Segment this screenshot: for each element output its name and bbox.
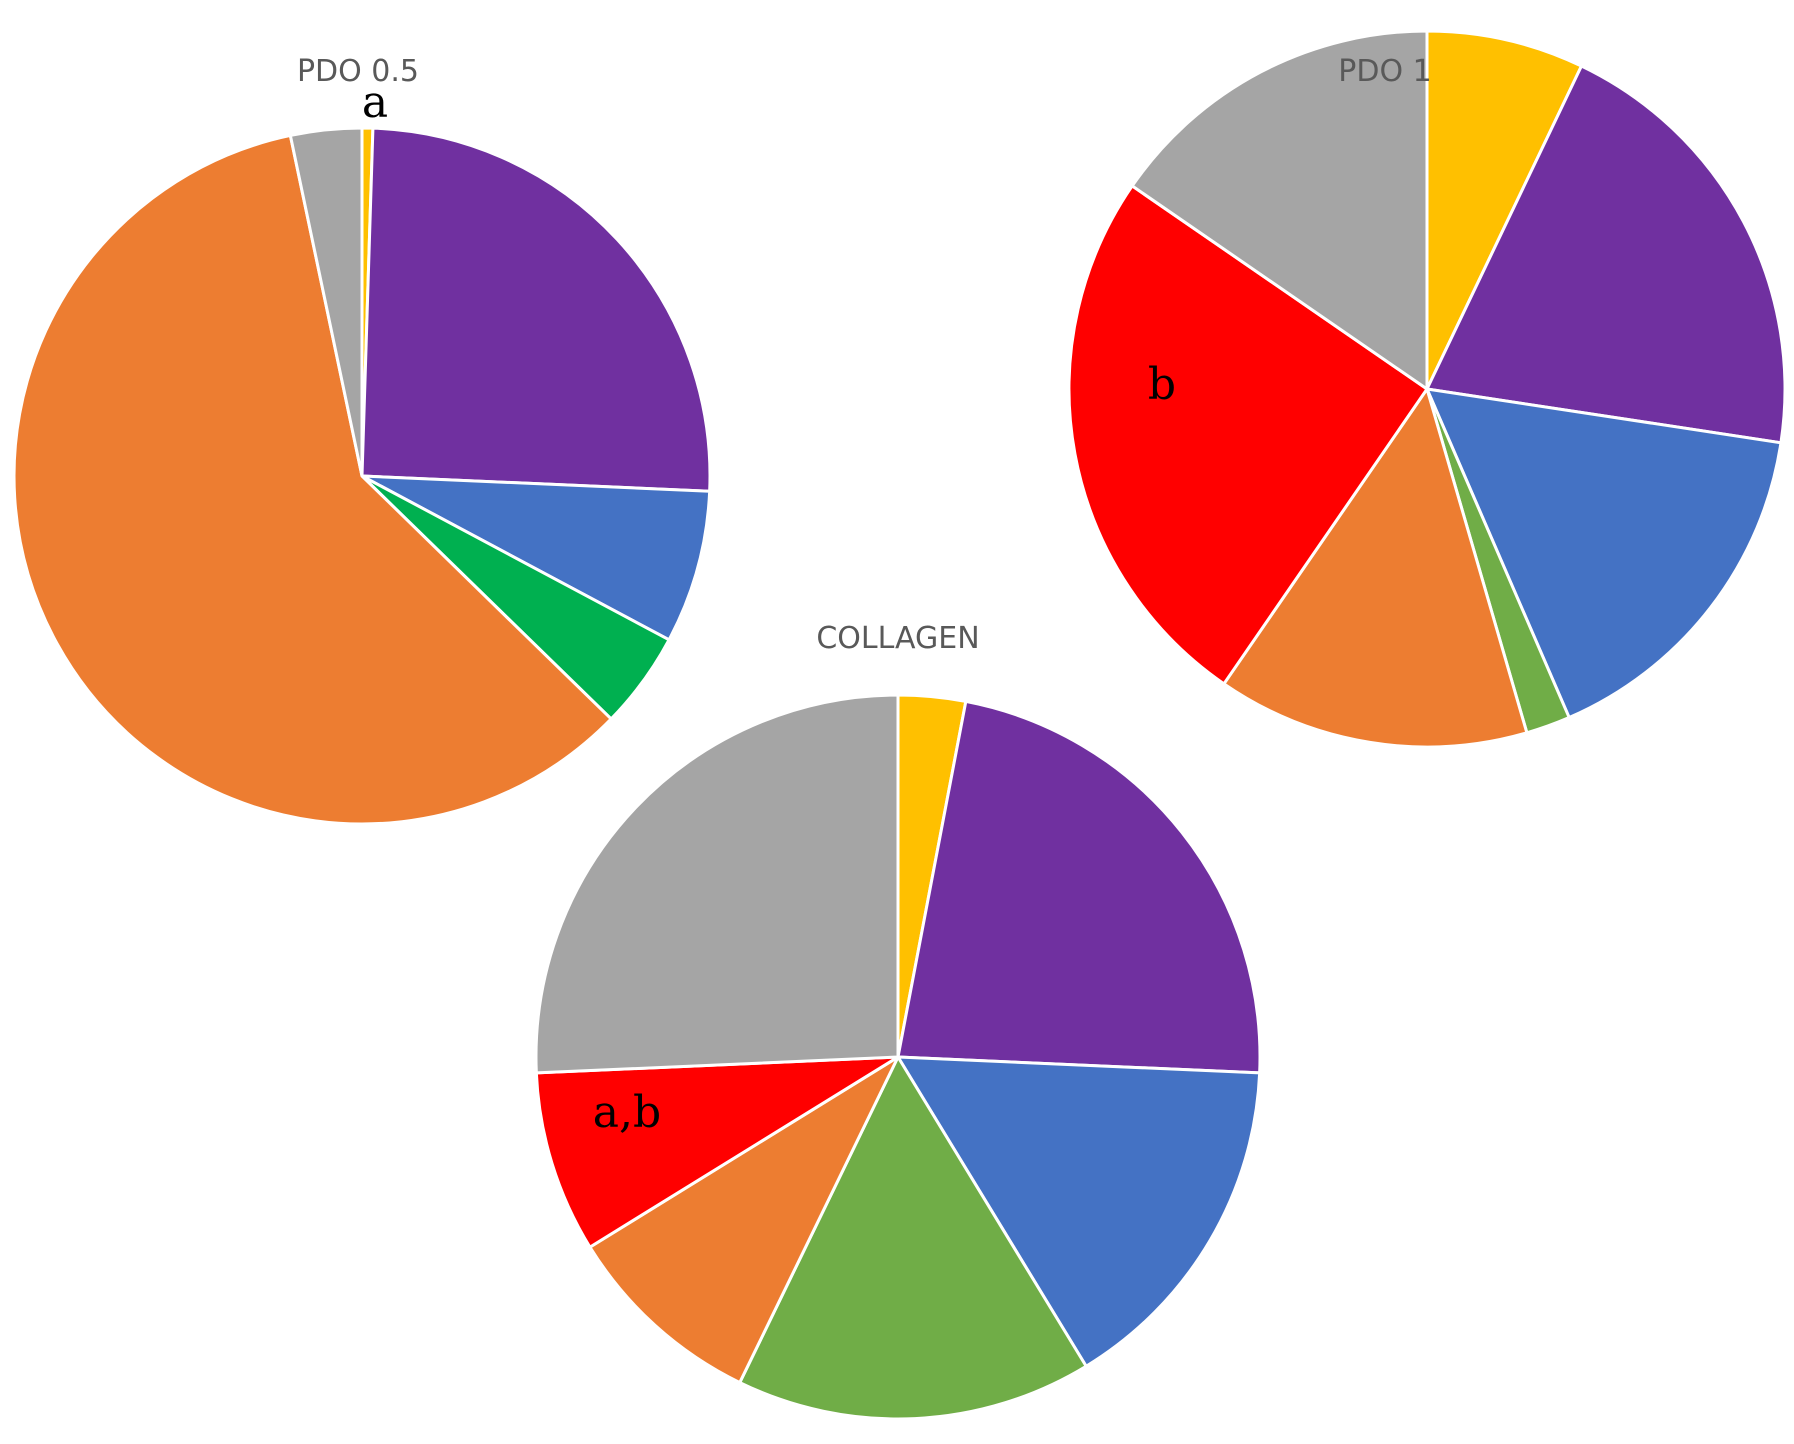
pie-slice-orange — [12, 133, 613, 826]
annotation-a: a — [362, 77, 388, 128]
annotation-b: b — [1148, 359, 1176, 410]
chart-title-pdo-0-5: PDO 0.5 — [297, 54, 419, 89]
pie-slice-red — [1067, 184, 1429, 686]
pie-slice-red — [534, 1055, 900, 1249]
annotation-a-b: a,b — [593, 1087, 661, 1138]
pie-chart-collagen — [534, 693, 1262, 1421]
chart-title-pdo-1: PDO 1 — [1338, 54, 1431, 89]
pie-slice-orange — [1222, 387, 1529, 749]
pie-slice-purple — [896, 699, 1262, 1075]
pie-slice-gray — [288, 126, 364, 478]
pie-slice-blue — [1425, 387, 1783, 720]
pie-slice-orange — [588, 1055, 900, 1385]
pie-slice-purple — [360, 126, 712, 493]
chart-title-collagen: COLLAGEN — [816, 621, 979, 656]
pie-slice-green — [738, 1055, 1088, 1421]
pie-slice-gray — [534, 693, 900, 1075]
pie-chart-pdo-1 — [1067, 29, 1787, 749]
pie-slice-purple — [1425, 64, 1787, 445]
pie-slice-blue — [896, 1055, 1262, 1368]
pie-slice-gray — [1130, 29, 1429, 391]
pie-chart-pdo-0-5 — [12, 126, 712, 826]
pie-slice-yellow — [1425, 29, 1583, 391]
pie-slice-blue — [360, 474, 712, 642]
